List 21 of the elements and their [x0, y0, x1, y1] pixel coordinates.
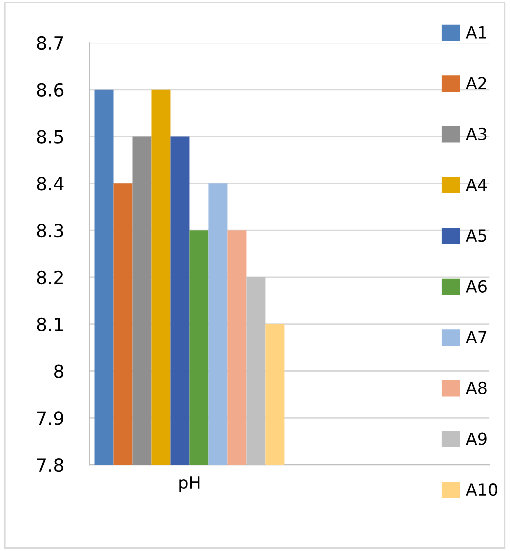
x-tick-label: pH	[180, 476, 200, 492]
y-tick-label: 8	[54, 364, 64, 378]
y-tick-label: 8.5	[37, 130, 64, 144]
legend-label: A5	[466, 230, 487, 242]
legend-label: A6	[466, 280, 487, 293]
y-tick-label: 8.6	[37, 83, 64, 97]
y-tick-label: 7.9	[38, 412, 64, 426]
y-tick-label: 8.2	[37, 270, 63, 285]
y-tick-label: 8.3	[37, 224, 64, 238]
y-tick-label: 8.4	[37, 177, 64, 191]
legend-label: A7	[466, 331, 487, 344]
y-tick-label: 8.1	[37, 318, 64, 332]
legend-label: A4	[466, 178, 488, 192]
y-tick-label: 7.8	[38, 458, 64, 472]
legend-label: A1	[466, 26, 486, 39]
legend-label: A9	[466, 432, 487, 446]
legend-label: A8	[466, 382, 487, 395]
legend-label: A3	[466, 128, 487, 141]
legend-label: A2	[466, 77, 486, 90]
y-tick-label: 8.7	[37, 36, 64, 50]
legend-label: A10	[466, 484, 498, 496]
